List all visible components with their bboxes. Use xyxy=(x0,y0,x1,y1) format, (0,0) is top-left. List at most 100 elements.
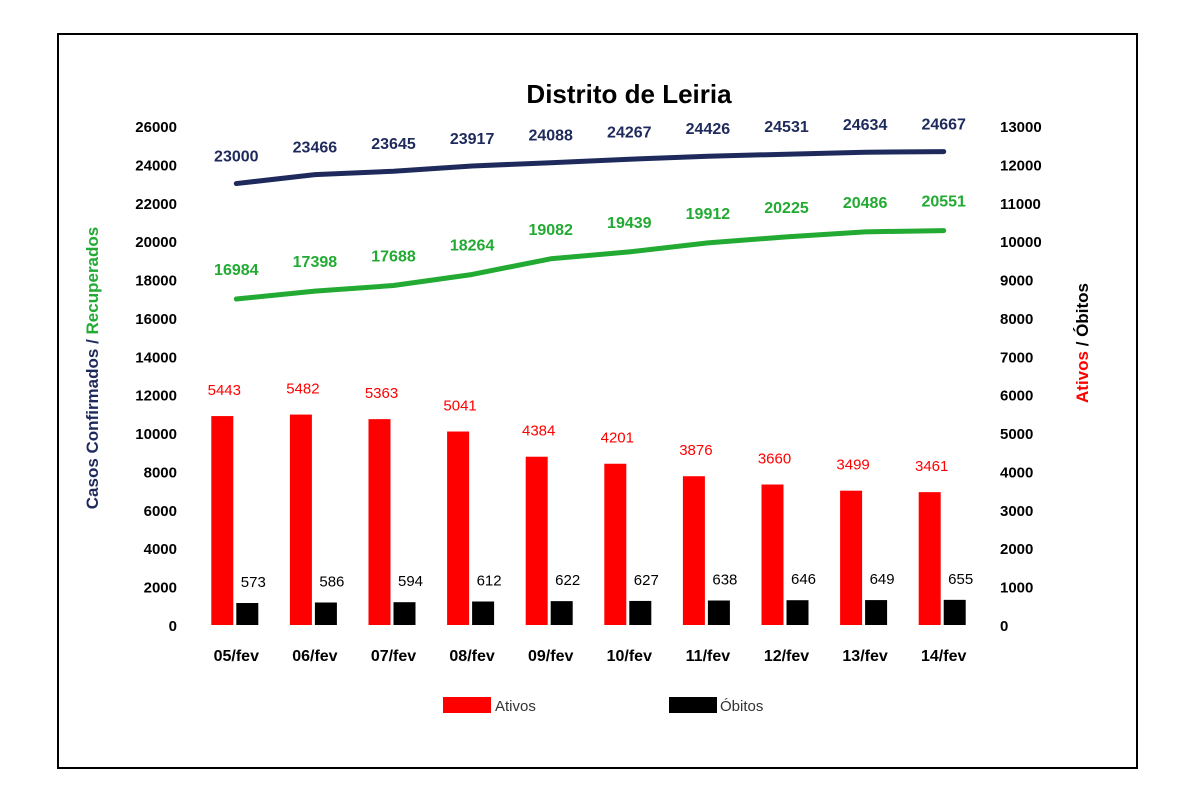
legend-swatch-ativos xyxy=(443,697,491,713)
bar-ativos-label: 4384 xyxy=(522,423,555,440)
bar-obitos xyxy=(236,603,259,625)
bar-ativos-label: 5443 xyxy=(208,382,241,399)
line-confirmados-label: 23466 xyxy=(293,140,338,157)
x-tick-label: 08/fev xyxy=(449,648,494,665)
bar-obitos xyxy=(786,600,809,625)
right-tick-label: 12000 xyxy=(1000,157,1042,174)
bar-obitos xyxy=(393,602,416,625)
left-tick-label: 12000 xyxy=(135,388,177,405)
legend-label-obitos: Óbitos xyxy=(720,698,763,715)
left-tick-label: 24000 xyxy=(135,157,177,174)
bar-obitos xyxy=(707,600,730,625)
legend-swatch-obitos xyxy=(669,697,717,713)
x-tick-label: 05/fev xyxy=(214,648,259,665)
right-tick-label: 3000 xyxy=(1000,503,1033,520)
left-axis-title: Casos Confirmados / Recuperados xyxy=(83,227,102,509)
right-tick-label: 13000 xyxy=(1000,119,1042,136)
bar-ativos xyxy=(840,490,863,625)
left-tick-label: 4000 xyxy=(144,541,177,558)
bar-ativos-label: 3461 xyxy=(915,458,948,475)
bar-obitos xyxy=(550,601,573,625)
left-tick-label: 14000 xyxy=(135,349,177,366)
bar-ativos-label: 5041 xyxy=(443,398,476,415)
line-confirmados-label: 24267 xyxy=(607,124,652,141)
legend-label-ativos: Ativos xyxy=(495,698,536,715)
right-tick-label: 1000 xyxy=(1000,580,1033,597)
bar-obitos-label: 627 xyxy=(634,572,659,589)
right-tick-label: 7000 xyxy=(1000,349,1033,366)
line-recuperados-label: 16984 xyxy=(214,262,259,279)
bar-ativos xyxy=(761,484,784,625)
right-tick-label: 4000 xyxy=(1000,464,1033,481)
line-recuperados-label: 19439 xyxy=(607,215,652,232)
bar-obitos xyxy=(629,600,652,625)
bar-obitos xyxy=(314,602,337,625)
left-tick-label: 6000 xyxy=(144,503,177,520)
x-tick-label: 14/fev xyxy=(921,648,966,665)
line-confirmados-label: 24667 xyxy=(921,117,966,134)
left-tick-label: 20000 xyxy=(135,234,177,251)
bar-ativos xyxy=(682,476,705,625)
left-tick-label: 26000 xyxy=(135,119,177,136)
x-tick-label: 06/fev xyxy=(292,648,337,665)
right-tick-label: 8000 xyxy=(1000,311,1033,328)
line-recuperados-label: 19082 xyxy=(528,222,573,239)
right-tick-label: 5000 xyxy=(1000,426,1033,443)
bar-ativos-label: 5363 xyxy=(365,385,398,402)
bar-ativos xyxy=(525,456,548,625)
line-recuperados-label: 19912 xyxy=(686,206,731,223)
bar-ativos xyxy=(211,416,234,625)
left-tick-label: 0 xyxy=(169,618,177,635)
right-tick-label: 10000 xyxy=(1000,234,1042,251)
line-recuperados-label: 18264 xyxy=(450,237,495,254)
x-tick-label: 09/fev xyxy=(528,648,573,665)
bar-ativos-label: 3876 xyxy=(679,442,712,459)
bar-obitos-label: 573 xyxy=(241,574,266,591)
right-tick-label: 6000 xyxy=(1000,388,1033,405)
bar-obitos-label: 594 xyxy=(398,573,423,590)
x-tick-label: 10/fev xyxy=(607,648,652,665)
bar-obitos-label: 649 xyxy=(870,571,895,588)
line-confirmados xyxy=(233,149,947,187)
bar-ativos xyxy=(368,419,391,625)
line-recuperados-label: 20225 xyxy=(764,200,809,217)
line-confirmados-label: 24426 xyxy=(686,121,731,138)
bar-ativos xyxy=(447,431,470,625)
bar-obitos xyxy=(865,600,888,625)
left-tick-label: 18000 xyxy=(135,273,177,290)
line-confirmados-label: 24531 xyxy=(764,119,809,136)
bar-ativos xyxy=(604,463,627,625)
bar-obitos-label: 612 xyxy=(477,573,502,590)
line-confirmados-label: 23917 xyxy=(450,131,495,148)
bar-ativos-label: 3660 xyxy=(758,451,791,468)
bar-obitos xyxy=(472,601,495,625)
line-recuperados xyxy=(233,228,947,302)
right-axis-title-part: Óbitos xyxy=(1073,283,1092,337)
right-axis-title-part: / xyxy=(1073,337,1092,351)
left-tick-label: 2000 xyxy=(144,580,177,597)
line-recuperados-label: 20551 xyxy=(921,194,966,211)
bar-obitos-label: 586 xyxy=(319,574,344,591)
right-tick-label: 9000 xyxy=(1000,273,1033,290)
line-confirmados-label: 23645 xyxy=(371,136,416,153)
left-axis-title-part: / xyxy=(83,334,102,348)
left-tick-label: 22000 xyxy=(135,196,177,213)
line-recuperados-label: 17688 xyxy=(371,249,416,266)
line-confirmados-label: 24088 xyxy=(528,128,573,145)
bar-ativos xyxy=(918,492,941,625)
left-tick-label: 8000 xyxy=(144,464,177,481)
chart: Distrito de Leiria0200040006000800010000… xyxy=(83,79,1092,715)
left-axis-title-part: Recuperados xyxy=(83,227,102,335)
line-confirmados-label: 23000 xyxy=(214,149,259,166)
line-recuperados-label: 20486 xyxy=(843,195,888,212)
bar-obitos-label: 622 xyxy=(555,572,580,589)
x-tick-label: 12/fev xyxy=(764,648,809,665)
right-tick-label: 2000 xyxy=(1000,541,1033,558)
x-tick-label: 11/fev xyxy=(686,648,731,665)
bar-ativos-label: 3499 xyxy=(836,457,869,474)
right-axis-title: Ativos / Óbitos xyxy=(1073,283,1092,403)
chart-frame: Distrito de Leiria 0 2000 4000 6000 8000 10000… xyxy=(57,33,1138,769)
bar-ativos-label: 5482 xyxy=(286,381,319,398)
chart-title: Distrito de Leiria xyxy=(526,79,732,109)
line-recuperados-label: 17398 xyxy=(293,254,338,271)
